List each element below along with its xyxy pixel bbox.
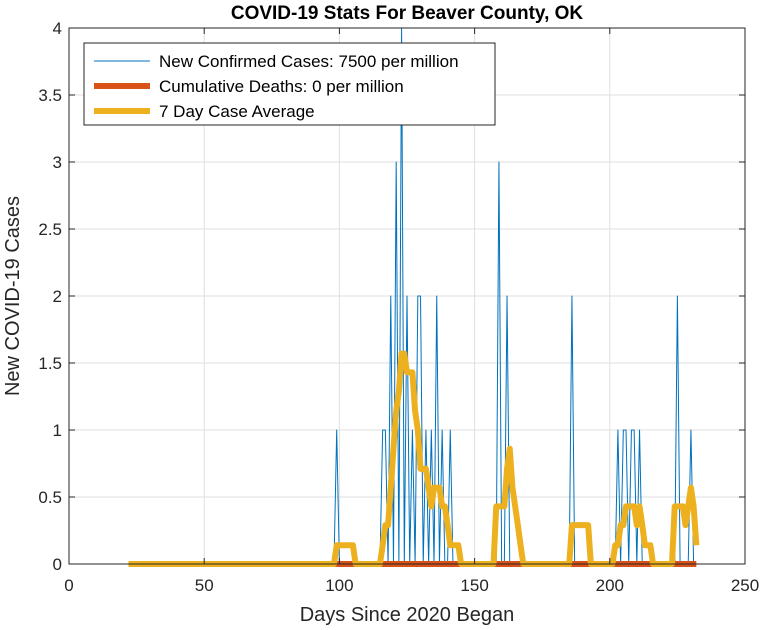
x-tick-label: 0 <box>64 576 73 595</box>
ticks: 0 50 100 150 200 250 0 0.5 1 1.5 2 2.5 3 3.5 4 <box>38 19 759 595</box>
x-tick-label: 150 <box>460 576 488 595</box>
y-tick-label: 2.5 <box>38 220 62 239</box>
x-axis-label: Days Since 2020 Began <box>300 604 515 626</box>
series-new-cases-line <box>128 27 697 565</box>
x-tick-label: 100 <box>325 576 353 595</box>
y-tick-label: 3 <box>53 153 62 172</box>
x-tick-label: 250 <box>731 576 759 595</box>
y-axis-label: New COVID-19 Cases <box>2 196 24 396</box>
legend-label-average: 7 Day Case Average <box>159 102 315 121</box>
y-tick-label: 0 <box>53 555 62 574</box>
x-tick-label: 200 <box>596 576 624 595</box>
series-average-line <box>128 350 700 567</box>
y-tick-label: 1.5 <box>38 354 62 373</box>
legend-box <box>83 42 496 126</box>
y-tick-label: 4 <box>53 19 62 38</box>
legend-label-new-cases: New Confirmed Cases: 7500 per million <box>159 52 459 71</box>
x-tick-label: 50 <box>195 576 214 595</box>
legend: New Confirmed Cases: 7500 per million Cu… <box>83 42 496 126</box>
y-tick-label: 2 <box>53 287 62 306</box>
y-tick-label: 1 <box>53 421 62 440</box>
y-tick-label: 0.5 <box>38 488 62 507</box>
chart-title: COVID-19 Stats For Beaver County, OK <box>231 3 584 24</box>
y-tick-label: 3.5 <box>38 86 62 105</box>
legend-label-deaths: Cumulative Deaths: 0 per million <box>159 77 404 96</box>
